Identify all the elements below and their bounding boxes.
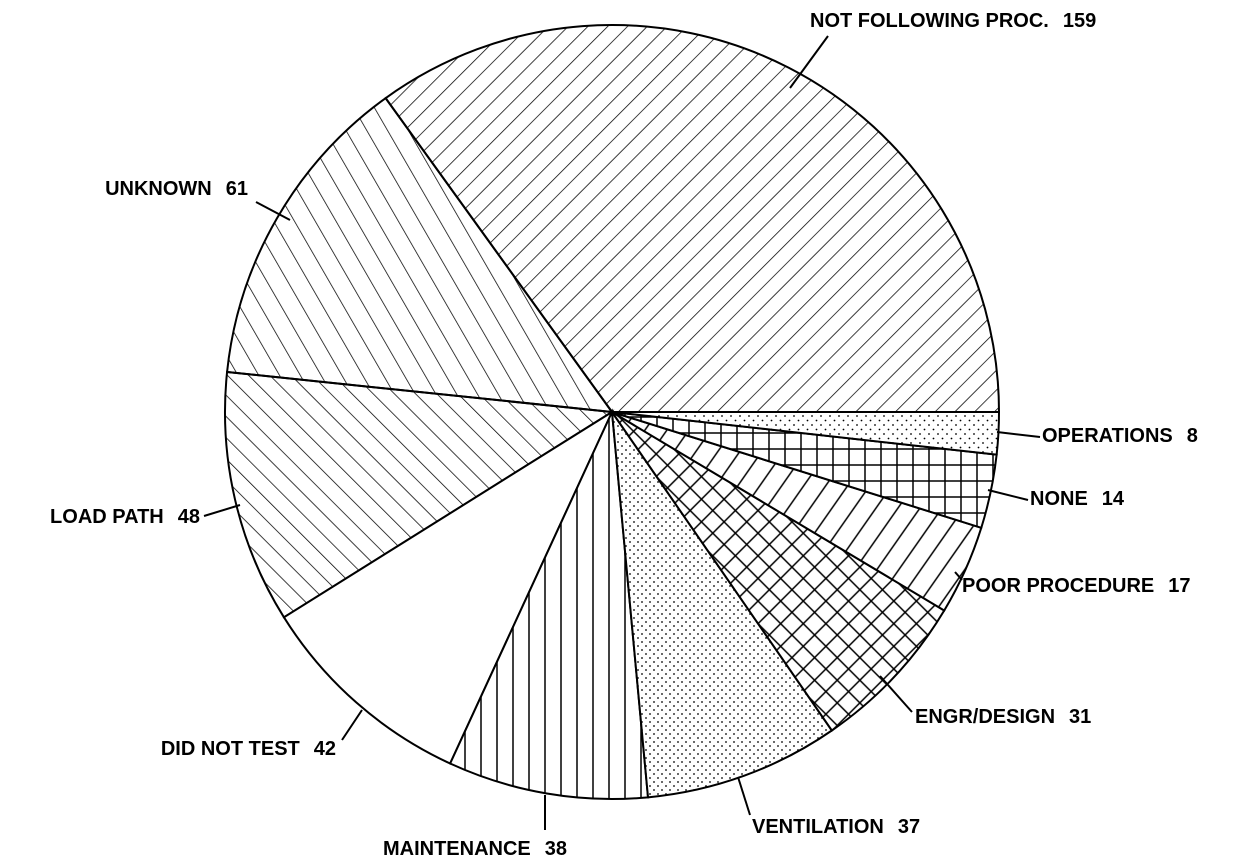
leader-line — [737, 776, 751, 816]
slice-label: LOAD PATH 48 — [50, 506, 200, 528]
slice-label-name: OPERATIONS — [1042, 425, 1173, 447]
leader-line — [996, 431, 1041, 438]
slice-label: POOR PROCEDURE 17 — [962, 575, 1191, 597]
pie-slice — [384, 24, 1001, 413]
slice-label-value: 38 — [545, 838, 567, 860]
slice-label-value: 31 — [1069, 706, 1091, 728]
slice-label-value: 14 — [1102, 488, 1125, 510]
leader-line — [341, 709, 363, 741]
slice-label-name: NONE — [1030, 488, 1088, 510]
slice-label-name: UNKNOWN — [105, 178, 212, 200]
slice-label-value: 37 — [898, 816, 920, 838]
slice-label-name: DID NOT TEST — [161, 738, 300, 760]
slice-label-value: 61 — [226, 178, 248, 200]
pie-slice — [282, 409, 615, 765]
slice-label-value: 8 — [1187, 425, 1198, 447]
slice-label: ENGR/DESIGN 31 — [915, 706, 1091, 728]
pie-slice — [611, 411, 1001, 456]
slice-label-value: 17 — [1168, 575, 1190, 597]
slice-label: NOT FOLLOWING PROC. 159 — [810, 10, 1096, 32]
slice-label: NONE 14 — [1030, 488, 1125, 510]
leader-line — [255, 201, 291, 221]
slice-label-name: ENGR/DESIGN — [915, 706, 1055, 728]
leader-line — [203, 504, 241, 517]
slice-label-name: POOR PROCEDURE — [962, 575, 1154, 597]
slice-label: UNKNOWN 61 — [105, 178, 248, 200]
pie-slice — [448, 408, 650, 800]
slice-label: OPERATIONS 8 — [1042, 425, 1198, 447]
slice-label-value: 48 — [178, 506, 200, 528]
slice-label-value: 42 — [314, 738, 336, 760]
slice-label: MAINTENANCE 38 — [383, 838, 567, 860]
pie-slice — [225, 96, 615, 414]
slice-label: DID NOT TEST 42 — [161, 738, 336, 760]
leader-line — [879, 675, 913, 713]
slice-label-name: LOAD PATH — [50, 506, 164, 528]
slice-label-name: VENTILATION — [752, 816, 884, 838]
pie-slice — [610, 408, 834, 799]
leader-line — [954, 571, 963, 581]
slice-label-value: 159 — [1063, 10, 1096, 32]
leader-line — [789, 35, 829, 89]
slice-label-name: MAINTENANCE — [383, 838, 531, 860]
slice-label: VENTILATION 37 — [752, 816, 920, 838]
slice-label-name: NOT FOLLOWING PROC. — [810, 10, 1049, 32]
pie-slice — [611, 411, 946, 732]
leader-line — [987, 489, 1029, 501]
pie-slice — [224, 370, 615, 619]
